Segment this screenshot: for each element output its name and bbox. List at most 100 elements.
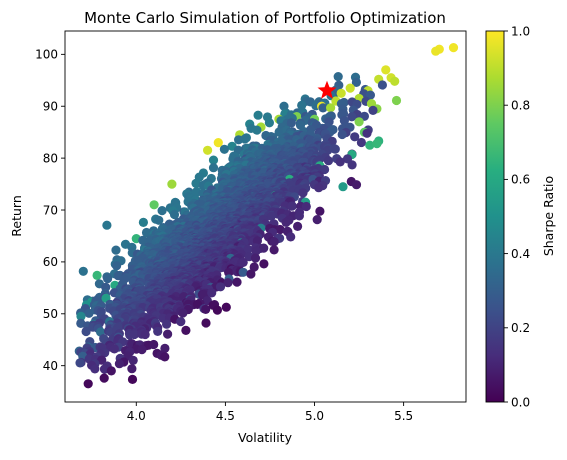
- data-point: [78, 266, 88, 276]
- data-point: [75, 358, 85, 368]
- data-point: [372, 139, 382, 149]
- data-point: [312, 215, 322, 225]
- data-point: [368, 105, 378, 115]
- data-point: [92, 270, 102, 280]
- data-point: [281, 217, 291, 227]
- data-point: [326, 103, 336, 113]
- data-point: [213, 138, 223, 148]
- colorbar-tick-label: 0.8: [511, 99, 530, 113]
- data-point: [160, 352, 170, 362]
- data-point: [243, 244, 253, 254]
- data-point: [431, 46, 441, 56]
- data-point: [381, 65, 391, 75]
- data-point: [203, 145, 213, 155]
- data-point: [301, 201, 311, 212]
- data-point: [275, 224, 285, 235]
- data-point: [246, 269, 256, 279]
- data-point: [354, 117, 364, 127]
- data-point: [345, 83, 355, 93]
- data-point: [315, 206, 325, 216]
- data-point: [286, 118, 296, 128]
- data-point: [338, 182, 348, 192]
- data-point: [201, 318, 211, 328]
- data-point: [102, 220, 112, 230]
- data-point: [356, 137, 366, 148]
- data-point: [162, 319, 172, 329]
- y-axis: 40 50 60 70 80 90 100: [35, 48, 65, 373]
- data-point: [111, 245, 121, 255]
- data-point: [223, 278, 233, 288]
- data-point: [90, 364, 100, 374]
- data-point: [208, 163, 219, 173]
- data-point: [314, 183, 324, 193]
- data-point: [157, 206, 167, 216]
- data-point: [154, 215, 164, 225]
- data-point: [377, 80, 387, 90]
- data-point: [253, 110, 263, 120]
- data-point: [333, 72, 343, 82]
- data-point: [252, 125, 262, 135]
- colorbar-tick-label: 0.0: [511, 395, 530, 409]
- points-layer: [74, 43, 459, 389]
- data-point: [293, 221, 303, 231]
- data-point: [83, 379, 93, 389]
- data-point: [106, 366, 116, 376]
- data-point: [323, 156, 334, 166]
- data-point: [167, 179, 177, 189]
- data-point: [163, 329, 173, 339]
- data-point: [221, 302, 231, 312]
- data-point: [160, 343, 170, 353]
- data-point: [240, 134, 250, 144]
- data-point: [149, 200, 159, 210]
- data-point: [335, 157, 345, 167]
- data-point: [219, 144, 229, 154]
- colorbar-tick-label: 0.4: [511, 247, 530, 261]
- data-point: [128, 355, 138, 365]
- data-point: [84, 308, 94, 318]
- data-point: [351, 180, 362, 190]
- data-point: [297, 100, 307, 110]
- data-point: [207, 288, 217, 298]
- x-tick-label: 4.0: [127, 409, 146, 423]
- data-point: [287, 201, 297, 211]
- marker-layer: [317, 80, 337, 99]
- data-point: [252, 236, 262, 246]
- colorbar-label: Sharpe Ratio: [541, 176, 556, 256]
- data-point: [149, 339, 159, 350]
- data-point: [153, 326, 163, 336]
- colorbar-axis: 0.0 0.2 0.4 0.6 0.8 1.0: [504, 24, 530, 409]
- y-tick-label: 60: [43, 255, 58, 269]
- data-point: [97, 355, 107, 365]
- data-point: [103, 274, 113, 284]
- data-point: [347, 112, 357, 122]
- y-axis-label: Return: [9, 195, 24, 236]
- data-point: [238, 267, 248, 277]
- x-tick-label: 5.0: [305, 409, 324, 423]
- data-point: [215, 282, 226, 292]
- x-tick-label: 5.5: [394, 409, 413, 423]
- data-point: [269, 237, 279, 247]
- data-point: [250, 253, 261, 263]
- x-axis: 4.0 4.5 5.0 5.5: [127, 402, 413, 423]
- y-tick-label: 90: [43, 100, 58, 114]
- data-point: [365, 140, 375, 150]
- data-point: [298, 188, 308, 198]
- data-point: [208, 155, 219, 165]
- data-point: [140, 329, 150, 340]
- colorbar: [485, 30, 505, 403]
- data-point: [232, 277, 242, 287]
- data-point: [191, 178, 201, 188]
- data-point: [114, 359, 124, 369]
- y-tick-label: 100: [35, 48, 58, 62]
- data-point: [81, 326, 91, 337]
- data-point: [269, 245, 279, 255]
- data-point: [176, 317, 186, 327]
- x-tick-label: 4.5: [216, 409, 235, 423]
- optimal-portfolio-star: [317, 80, 337, 99]
- data-point: [201, 304, 211, 314]
- data-point: [178, 308, 188, 318]
- data-point: [259, 259, 269, 269]
- data-point: [127, 374, 138, 384]
- data-point: [347, 160, 357, 170]
- data-point: [212, 305, 222, 315]
